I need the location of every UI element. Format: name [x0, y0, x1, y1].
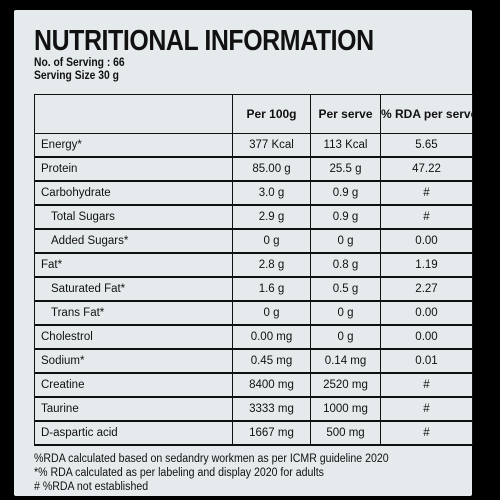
footnotes: %RDA calculated based on sedandry workme…: [34, 452, 452, 494]
table-row: Saturated Fat* 1.6 g 0.5 g 2.27: [34, 276, 473, 302]
per-100g-value: 0.45 mg: [232, 348, 311, 374]
table-row: Taurine 3333 mg 1000 mg #: [34, 396, 473, 422]
rda-value: 5.65: [380, 133, 473, 158]
servings-count: No. of Serving : 66: [34, 55, 125, 69]
rda-value: 2.27: [380, 276, 473, 302]
per-serve-value: 0.9 g: [310, 204, 381, 230]
per-serve-value: 0.8 g: [310, 252, 381, 278]
nutrient-name: Fat*: [34, 252, 233, 278]
nutrient-name: Saturated Fat*: [34, 276, 233, 302]
nutrient-name: Total Sugars: [34, 204, 233, 230]
nutrient-name: Creatine: [34, 372, 233, 398]
per-100g-value: 3333 mg: [232, 396, 311, 422]
nutrient-name: Protein: [34, 156, 233, 182]
rda-value: #: [380, 420, 473, 446]
per-serve-value: 2520 mg: [310, 372, 381, 398]
table-row: Total Sugars 2.9 g 0.9 g #: [34, 204, 473, 230]
per-serve-value: 500 mg: [310, 420, 381, 446]
per-100g-value: 0 g: [232, 300, 311, 326]
nutrient-name: Sodium*: [34, 348, 233, 374]
per-serve-value: 0 g: [310, 300, 381, 326]
rda-value: 1.19: [380, 252, 473, 278]
nutrient-name: Cholestrol: [34, 324, 233, 350]
per-100g-value: 85.00 g: [232, 156, 311, 182]
rda-value: 0.00: [380, 300, 473, 326]
rda-value: 47.22: [380, 156, 473, 182]
per-100g-value: 2.8 g: [232, 252, 311, 278]
per-serve-value: 0.5 g: [310, 276, 381, 302]
header-per-serve: Per serve: [310, 94, 381, 134]
nutrient-name: Taurine: [34, 396, 233, 422]
table-row: Protein 85.00 g 25.5 g 47.22: [34, 156, 473, 182]
per-serve-value: 0 g: [310, 324, 381, 350]
table-row: Cholestrol 0.00 mg 0 g 0.00: [34, 324, 473, 350]
per-100g-value: 3.0 g: [232, 180, 311, 206]
nutrient-name: Added Sugars*: [34, 228, 233, 254]
rda-value: 0.00: [380, 324, 473, 350]
nutrient-name: Energy*: [34, 133, 233, 158]
rda-value: #: [380, 372, 473, 398]
table-header-row: Per 100g Per serve % RDA per serve: [34, 94, 473, 134]
per-100g-value: 0.00 mg: [232, 324, 311, 350]
nutrient-name: D-aspartic acid: [34, 420, 233, 446]
serving-size: Serving Size 30 g: [34, 68, 119, 82]
per-100g-value: 2.9 g: [232, 204, 311, 230]
nutrition-label: NUTRITIONAL INFORMATION No. of Serving :…: [14, 10, 473, 496]
table-row: Sodium* 0.45 mg 0.14 mg 0.01: [34, 348, 473, 374]
table-row: Creatine 8400 mg 2520 mg #: [34, 372, 473, 398]
rda-value: #: [380, 204, 473, 230]
rda-value: 0.01: [380, 348, 473, 374]
per-100g-value: 1.6 g: [232, 276, 311, 302]
per-100g-value: 0 g: [232, 228, 311, 254]
nutrient-name: Carbohydrate: [34, 180, 233, 206]
header-nutrient: [34, 94, 233, 134]
footnote: # %RDA not established: [34, 481, 149, 493]
label-title: NUTRITIONAL INFORMATION: [34, 25, 374, 57]
per-serve-value: 0.9 g: [310, 180, 381, 206]
header-per-100g: Per 100g: [232, 94, 311, 134]
per-100g-value: 1667 mg: [232, 420, 311, 446]
nutrition-table: Per 100g Per serve % RDA per serve Energ…: [34, 94, 473, 446]
nutrition-table-body: Energy* 377 Kcal 113 Kcal 5.65 Protein 85.00 …: [34, 133, 473, 446]
per-serve-value: 0 g: [310, 228, 381, 254]
table-row: D-aspartic acid 1667 mg 500 mg #: [34, 420, 473, 446]
footnote: %RDA calculated based on sedandry workme…: [34, 453, 389, 465]
footnote: *% RDA calculated as per labeling and di…: [34, 467, 324, 479]
nutrient-name: Trans Fat*: [34, 300, 233, 326]
table-row: Energy* 377 Kcal 113 Kcal 5.65: [34, 133, 473, 158]
per-100g-value: 8400 mg: [232, 372, 311, 398]
table-row: Fat* 2.8 g 0.8 g 1.19: [34, 252, 473, 278]
table-row: Carbohydrate 3.0 g 0.9 g #: [34, 180, 473, 206]
per-serve-value: 1000 mg: [310, 396, 381, 422]
rda-value: 0.00: [380, 228, 473, 254]
per-100g-value: 377 Kcal: [232, 133, 311, 158]
header-rda: % RDA per serve: [380, 94, 473, 134]
rda-value: #: [380, 396, 473, 422]
per-serve-value: 113 Kcal: [310, 133, 381, 158]
per-serve-value: 0.14 mg: [310, 348, 381, 374]
per-serve-value: 25.5 g: [310, 156, 381, 182]
rda-value: #: [380, 180, 473, 206]
